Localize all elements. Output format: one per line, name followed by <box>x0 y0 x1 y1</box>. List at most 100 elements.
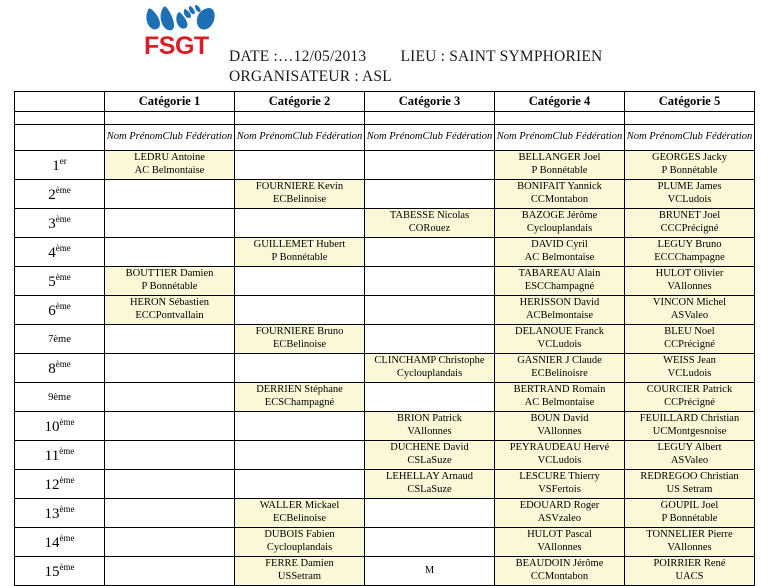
result-cell-r14-c1 <box>104 527 235 557</box>
rank-cell-1: 1er <box>14 150 105 180</box>
result-cell-r4-c1 <box>104 237 235 267</box>
result-cell-r4-c4: DAVID Cyril AC Belmontaise <box>494 237 625 267</box>
rank-cell-3: 3ème <box>14 208 105 238</box>
result-cell-r6-c3 <box>364 295 495 325</box>
result-cell-r9-c4: BERTRAND Romain AC Belmontaise <box>494 382 625 412</box>
result-cell-r3-c5: BRUNET Joel CCCPrécigné <box>624 208 755 238</box>
fsgt-logo-graphic: FSGT <box>144 4 215 58</box>
organisateur-label: ORGANISATEUR : ASL <box>229 68 392 86</box>
result-cell-r2-c4: BONIFAIT Yannick CCMontabon <box>494 179 625 209</box>
result-cell-r13-c3 <box>364 498 495 528</box>
subheader-cell-2: Nom PrénomClub Fédération <box>234 124 365 151</box>
fsgt-logo: FSGT <box>143 4 221 58</box>
result-cell-r5-c5: HULOT Olivier VAllonnes <box>624 266 755 296</box>
result-cell-r5-c3 <box>364 266 495 296</box>
spacer-cell <box>624 111 755 125</box>
rank-header-cell <box>14 91 105 112</box>
result-cell-r15-c3: M <box>364 556 495 586</box>
category-header-4: Catégorie 4 <box>494 91 625 112</box>
result-cell-r1-c5: GEORGES Jacky P Bonnétable <box>624 150 755 180</box>
result-cell-r7-c2: FOURNIERE Bruno ECBelinoise <box>234 324 365 354</box>
spacer-cell <box>494 111 625 125</box>
result-cell-r10-c2 <box>234 411 365 441</box>
result-cell-r14-c4: HULOT Pascal VAllonnes <box>494 527 625 557</box>
result-cell-r3-c2 <box>234 208 365 238</box>
subheader-cell-1: Nom PrénomClub Fédération <box>104 124 235 151</box>
result-cell-r12-c1 <box>104 469 235 499</box>
result-cell-r3-c1 <box>104 208 235 238</box>
category-header-3: Catégorie 3 <box>364 91 495 112</box>
table-row: 1er LEDRU Antoine AC Belmontaise BELLANGER … <box>14 150 755 180</box>
table-row: 11ème DUCHENE David CSLaSuze PEYRAUDEAU Her… <box>14 440 755 470</box>
spacer-cell <box>104 111 235 125</box>
result-cell-r6-c5: VINCON Michel ASValeo <box>624 295 755 325</box>
date-label: DATE :…12/05/2013 <box>229 48 367 65</box>
result-cell-r15-c2: FERRE Damien USSetram <box>234 556 365 586</box>
rank-cell-13: 13ème <box>14 498 105 528</box>
result-cell-r10-c1 <box>104 411 235 441</box>
result-cell-r12-c2 <box>234 469 365 499</box>
result-cell-r8-c3: CLINCHAMP Christophe Cyclouplandais <box>364 353 495 383</box>
column-subheader-row: Nom PrénomClub Fédération Nom PrénomClub … <box>14 124 755 151</box>
result-cell-r5-c4: TABAREAU Alain ESCChampagné <box>494 266 625 296</box>
subheader-cell-5: Nom PrénomClub Fédération <box>624 124 755 151</box>
result-cell-r15-c5: POIRRIER René UACS <box>624 556 755 586</box>
rank-cell-9: 9ème <box>14 382 105 412</box>
result-cell-r5-c2 <box>234 266 365 296</box>
result-cell-r6-c1: HERON Sébastien ECCPontvallain <box>104 295 235 325</box>
table-row: 13ème WALLER Mickael ECBelinoise EDOUARD Ro… <box>14 498 755 528</box>
table-row: 14ème DUBOIS Fabien Cyclouplandais HULOT Pa… <box>14 527 755 557</box>
result-cell-r5-c1: BOUTTIER Damien P Bonnétable <box>104 266 235 296</box>
table-row: 15ème FERRE Damien USSetram M BEAUDOIN Jérôm… <box>14 556 755 586</box>
category-header-5: Catégorie 5 <box>624 91 755 112</box>
result-cell-r13-c2: WALLER Mickael ECBelinoise <box>234 498 365 528</box>
spacer-cell <box>234 111 365 125</box>
fsgt-logo-text: FSGT <box>144 32 209 58</box>
category-header-2: Catégorie 2 <box>234 91 365 112</box>
result-cell-r11-c5: LEGUY Albert ASValeo <box>624 440 755 470</box>
result-cell-r4-c2: GUILLEMET Hubert P Bonnétable <box>234 237 365 267</box>
result-cell-r10-c4: BOUN David VAllonnes <box>494 411 625 441</box>
result-cell-r1-c3 <box>364 150 495 180</box>
result-cell-r2-c1 <box>104 179 235 209</box>
lieu-label: LIEU : SAINT SYMPHORIEN <box>400 48 603 65</box>
result-cell-r7-c5: BLEU Noel CCPrécigné <box>624 324 755 354</box>
result-cell-r7-c1 <box>104 324 235 354</box>
rank-cell-4: 4ème <box>14 237 105 267</box>
spacer-cell <box>364 111 495 125</box>
result-cell-r10-c3: BRION Patrick VAllonnes <box>364 411 495 441</box>
event-metadata: DATE :…12/05/2013 LIEU : SAINT SYMPHORIE… <box>229 47 602 88</box>
table-row: 2ème FOURNIERE Kevin ECBelinoise BONIFAIT Y… <box>14 179 755 209</box>
result-cell-r14-c5: TONNELIER Pierre VAllonnes <box>624 527 755 557</box>
result-cell-r11-c4: PEYRAUDEAU Hervé VCLudois <box>494 440 625 470</box>
result-cell-r9-c5: COURCIER Patrick CCPrécigné <box>624 382 755 412</box>
results-table-container: Catégorie 1 Catégorie 2 Catégorie 3 Catégor… <box>14 91 755 586</box>
table-row: 12ème LEHELLAY Arnaud CSLaSuze LESCURE Thie… <box>14 469 755 499</box>
category-header-row: Catégorie 1 Catégorie 2 Catégorie 3 Catégor… <box>14 91 755 112</box>
result-cell-r7-c4: DELANOUE Franck VCLudois <box>494 324 625 354</box>
subheader-cell-4: Nom PrénomClub Fédération <box>494 124 625 151</box>
date-lieu-line: DATE :…12/05/2013 LIEU : SAINT SYMPHORIE… <box>229 47 602 67</box>
result-cell-r2-c3 <box>364 179 495 209</box>
rank-cell-6: 6ème <box>14 295 105 325</box>
result-cell-r8-c4: GASNIER J Claude ECBelinoisre <box>494 353 625 383</box>
result-cell-r10-c5: FEUILLARD Christian UCMontgesnoise <box>624 411 755 441</box>
result-cell-r14-c3 <box>364 527 495 557</box>
rank-cell-5: 5ème <box>14 266 105 296</box>
result-cell-r12-c5: REDREGOO Christian US Setram <box>624 469 755 499</box>
result-cell-r12-c3: LEHELLAY Arnaud CSLaSuze <box>364 469 495 499</box>
table-row: 5ème BOUTTIER Damien P Bonnétable TABAREAU … <box>14 266 755 296</box>
rank-cell-7: 7ème <box>14 324 105 354</box>
rank-cell-12: 12ème <box>14 469 105 499</box>
category-header-1: Catégorie 1 <box>104 91 235 112</box>
result-cell-r1-c1: LEDRU Antoine AC Belmontaise <box>104 150 235 180</box>
result-cell-r4-c5: LEGUY Bruno ECCChampagne <box>624 237 755 267</box>
results-table: Catégorie 1 Catégorie 2 Catégorie 3 Catégor… <box>14 91 755 586</box>
result-cell-r1-c2 <box>234 150 365 180</box>
result-cell-r9-c1 <box>104 382 235 412</box>
spacer-row <box>14 111 755 125</box>
result-cell-r15-c1 <box>104 556 235 586</box>
result-cell-r3-c4: BAZOGE Jérôme Cyclouplandais <box>494 208 625 238</box>
result-cell-r9-c2: DERRIEN Stéphane ECSChampagné <box>234 382 365 412</box>
